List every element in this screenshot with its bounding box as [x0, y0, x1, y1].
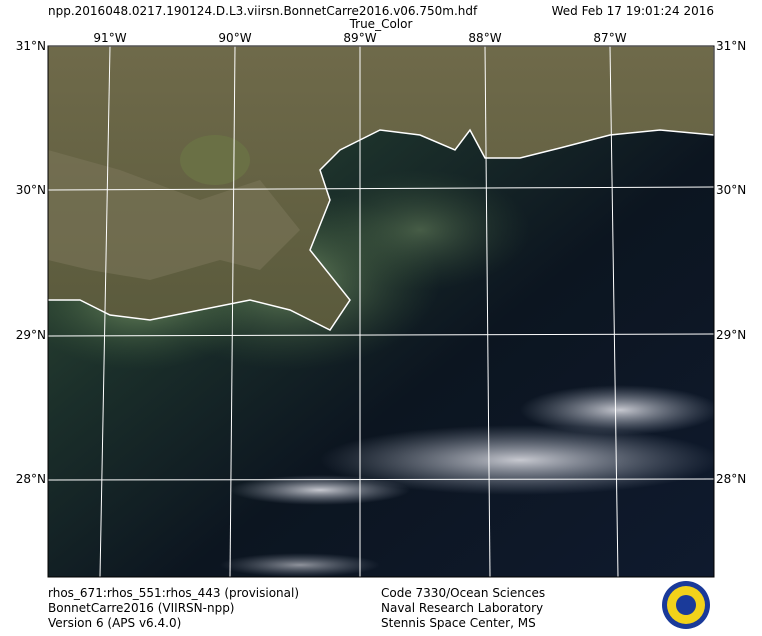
lon-label: 90°W	[218, 31, 251, 45]
lat-label: 29°N	[716, 328, 746, 342]
footer-left: rhos_671:rhos_551:rhos_443 (provisional)	[48, 586, 299, 600]
logo	[662, 581, 710, 629]
lat-label: 31°N	[16, 39, 46, 53]
satellite-image	[48, 46, 714, 577]
map-frame	[47, 45, 715, 578]
lat-label: 31°N	[716, 39, 746, 53]
lon-label: 87°W	[593, 31, 626, 45]
date: Wed Feb 17 19:01:24 2016	[552, 4, 714, 18]
product: True_Color	[349, 17, 413, 31]
lon-label: 91°W	[93, 31, 126, 45]
file-name: npp.2016048.0217.190124.D.L3.viirsn.Bonn…	[48, 4, 478, 18]
footer-center: Stennis Space Center, MS	[381, 616, 536, 630]
lat-label: 28°N	[716, 472, 746, 486]
graticule	[47, 45, 715, 578]
footer-center: Code 7330/Ocean Sciences	[381, 586, 545, 600]
footer-left: BonnetCarre2016 (VIIRSN-npp)	[48, 601, 235, 615]
footer-left: Version 6 (APS v6.4.0)	[48, 616, 181, 630]
lon-label: 88°W	[468, 31, 501, 45]
lat-label: 28°N	[16, 472, 46, 486]
lon-label: 89°W	[343, 31, 376, 45]
footer-center: Naval Research Laboratory	[381, 601, 543, 615]
lat-label: 30°N	[16, 183, 46, 197]
lat-label: 29°N	[16, 328, 46, 342]
lat-label: 30°N	[716, 183, 746, 197]
